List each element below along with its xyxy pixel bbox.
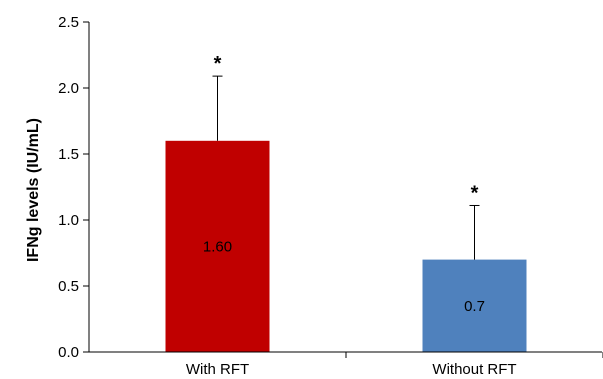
- bar-without-rft: [422, 259, 527, 352]
- x-category-label: Without RFT: [432, 361, 516, 378]
- y-tick-label: 1.0: [58, 212, 79, 229]
- data-label: 0.7: [464, 298, 485, 315]
- x-category-label: With RFT: [186, 361, 249, 378]
- y-tick-label: 0.5: [58, 278, 79, 295]
- significance-marker: *: [471, 182, 479, 204]
- data-label: 1.60: [203, 238, 232, 255]
- y-axis-ticks: 0.0 0.5 1.0 1.5 2.0 2.5: [58, 14, 89, 361]
- bars: [165, 140, 527, 352]
- y-tick-label: 0.0: [58, 344, 79, 361]
- y-axis-title: IFNg levels (IU/mL): [25, 118, 42, 262]
- y-tick-label: 2.5: [58, 14, 79, 31]
- y-tick-label: 1.5: [58, 146, 79, 163]
- error-bars: [212, 75, 480, 260]
- x-axis-ticks: With RFT Without RFT: [186, 352, 603, 378]
- y-tick-label: 2.0: [58, 80, 79, 97]
- data-labels: * 1.60 * 0.7: [203, 53, 485, 315]
- significance-marker: *: [214, 53, 222, 75]
- bar-with-rft: [165, 140, 270, 352]
